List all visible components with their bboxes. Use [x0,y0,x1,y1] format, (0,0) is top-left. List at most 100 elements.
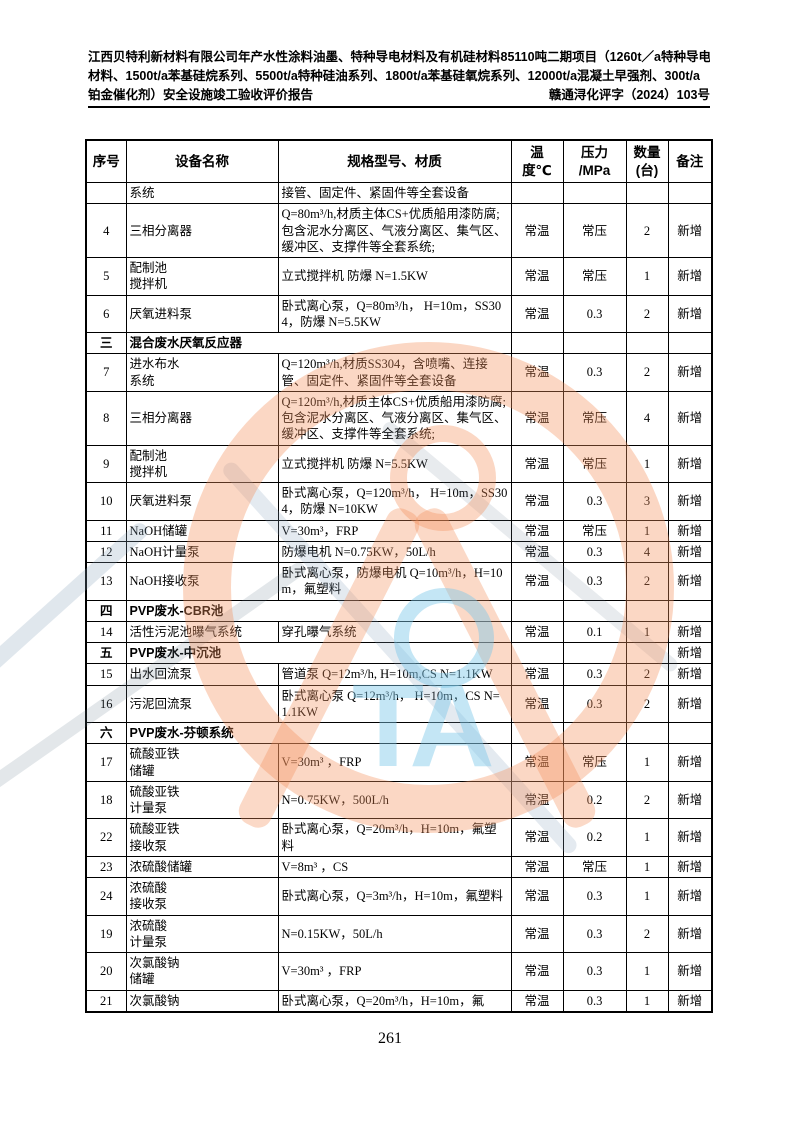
cell-spec: 管道泵 Q=12m³/h, H=10m,CS N=1.1KW [277,663,512,686]
cell-qty: 4 [625,540,669,564]
cell-temp [510,332,564,355]
cell-no: 16 [85,684,127,724]
cell-spec: 卧式离心泵，Q=20m³/h，H=10m，氟塑料 [277,818,512,857]
cell-no: 8 [85,390,127,446]
cell-spec: 卧式离心泵，Q=3m³/h，H=10m，氟塑料 [277,877,512,916]
cell-remark: 新增 [667,257,713,296]
cell-qty [625,182,669,205]
cell-pressure: 0.3 [562,877,627,916]
cell-name: 硫酸亚铁 接收泵 [125,818,279,857]
cell-remark: 新增 [667,353,713,392]
cell-qty: 1 [625,855,669,879]
table-row: 4 三相分离器 Q=80m³/h,材质主体CS+优质船用漆防腐;包含泥水分离区、气液… [85,203,713,259]
cell-remark: 新增 [667,294,713,334]
cell-no: 四 [85,599,127,622]
cell-name: 浓硫酸 接收泵 [125,877,279,916]
cell-name: 污泥回流泵 [125,684,279,724]
cell-remark [667,182,713,205]
table-row: 19 浓硫酸 计量泵 N=0.15KW，50L/h 常温 0.3 2 新增 [85,914,713,954]
cell-name: 硫酸亚铁 计量泵 [125,780,279,820]
column-header-name: 设备名称 [125,139,279,184]
table-row: 9 配制池 搅拌机 立式搅拌机 防爆 N=5.5KW 常温 常压 1 新增 [85,444,713,484]
cell-name: 配制池 搅拌机 [125,444,279,484]
column-header-temp: 温 度℃ [510,139,564,184]
cell-pressure: 0.3 [562,952,627,991]
section-row: 五 PVP废水-中沉池 新增 [85,642,713,665]
cell-remark: 新增 [667,540,713,564]
cell-remark: 新增 [667,203,713,259]
cell-temp [510,722,564,745]
cell-pressure [562,599,627,622]
table-row: 15 出水回流泵 管道泵 Q=12m³/h, H=10m,CS N=1.1KW 常温 0… [85,663,713,686]
cell-pressure: 常压 [562,203,627,259]
cell-qty: 1 [625,743,669,782]
cell-pressure [562,332,627,355]
cell-name: NaOH接收泵 [125,562,279,601]
cell-no: 三 [85,332,127,355]
cell-temp: 常温 [510,540,564,564]
cell-spec: 卧式离心泵 Q=12m³/h， H=10m，CS N=1.1KW [277,684,512,724]
cell-no: 15 [85,663,127,686]
cell-temp: 常温 [510,203,564,259]
column-header-no: 序号 [85,139,127,184]
table-row: 13 NaOH接收泵 卧式离心泵，防爆电机 Q=10m³/h，H=10m，氟塑料 常温… [85,562,713,601]
cell-pressure: 0.2 [562,780,627,820]
cell-remark [667,722,713,745]
cell-pressure: 常压 [562,257,627,296]
cell-temp: 常温 [510,519,564,542]
table-row: 6 厌氧进料泵 卧式离心泵，Q=80m³/h， H=10m，SS304，防爆 N=5… [85,294,713,334]
cell-temp: 常温 [510,663,564,686]
cell-temp: 常温 [510,620,564,644]
cell-temp: 常温 [510,818,564,857]
cell-qty: 2 [625,663,669,686]
cell-spec: Q=80m³/h,材质主体CS+优质船用漆防腐;包含泥水分离区、气液分离区、集气… [277,203,512,259]
cell-no: 24 [85,877,127,916]
table-container: 序号 设备名称 规格型号、材质温 度℃ 压力 /MPa 数量 (台) 备注 系统 接管、固定… [85,139,713,1013]
cell-remark [667,332,713,355]
cell-no: 17 [85,743,127,782]
cell-qty: 2 [625,780,669,820]
cell-temp: 常温 [510,743,564,782]
section-title: PVP废水-CBR池 [125,599,512,622]
section-title: 混合废水厌氧反应器 [125,332,512,355]
cell-name: 系统 [125,182,279,205]
column-header-spec: 规格型号、材质 [277,139,512,184]
cell-pressure: 0.2 [562,818,627,857]
cell-name: 配制池 搅拌机 [125,257,279,296]
cell-qty: 2 [625,353,669,392]
table-row: 22 硫酸亚铁 接收泵 卧式离心泵，Q=20m³/h，H=10m，氟塑料 常温 0.2 1… [85,818,713,857]
cell-spec: 卧式离心泵，Q=120m³/h， H=10m，SS304，防爆 N=10KW [277,482,512,521]
section-title: PVP废水-芬顿系统 [125,722,512,745]
cell-qty: 2 [625,203,669,259]
cell-qty: 1 [625,877,669,916]
table-row: 系统 接管、固定件、紧固件等全套设备 [85,182,713,205]
cell-remark: 新增 [667,855,713,879]
cell-qty: 2 [625,684,669,724]
cell-remark: 新增 [667,743,713,782]
table-row: 24 浓硫酸 接收泵 卧式离心泵，Q=3m³/h，H=10m，氟塑料 常温 0.3 1 新增 [85,877,713,916]
cell-temp: 常温 [510,877,564,916]
cell-remark: 新增 [667,877,713,916]
cell-no: 11 [85,519,127,542]
cell-name: 进水布水 系统 [125,353,279,392]
table-row: 16 污泥回流泵 卧式离心泵 Q=12m³/h， H=10m，CS N=1.1KW 常… [85,684,713,724]
table-row: 8 三相分离器 Q=120m³/h,材质主体CS+优质船用漆防腐;包含泥水分离区、气… [85,390,713,446]
table-row: 12 NaOH计量泵 防爆电机 N=0.75KW，50L/h 常温 0.3 4 新增 [85,540,713,564]
cell-qty: 1 [625,818,669,857]
cell-no: 7 [85,353,127,392]
table-row: 5 配制池 搅拌机 立式搅拌机 防爆 N=1.5KW 常温 常压 1 新增 [85,257,713,296]
cell-remark: 新增 [667,684,713,724]
cell-pressure: 0.3 [562,294,627,334]
cell-qty: 1 [625,257,669,296]
cell-pressure: 0.3 [562,914,627,954]
cell-pressure [562,642,627,665]
table-row: 17 硫酸亚铁 储罐 V=30m³ ，FRP 常温 常压 1 新增 [85,743,713,782]
cell-qty: 1 [625,519,669,542]
cell-qty [625,642,669,665]
cell-no: 21 [85,989,127,1013]
cell-pressure: 0.3 [562,562,627,601]
cell-remark: 新增 [667,642,713,665]
cell-remark: 新增 [667,989,713,1013]
cell-temp: 常温 [510,914,564,954]
